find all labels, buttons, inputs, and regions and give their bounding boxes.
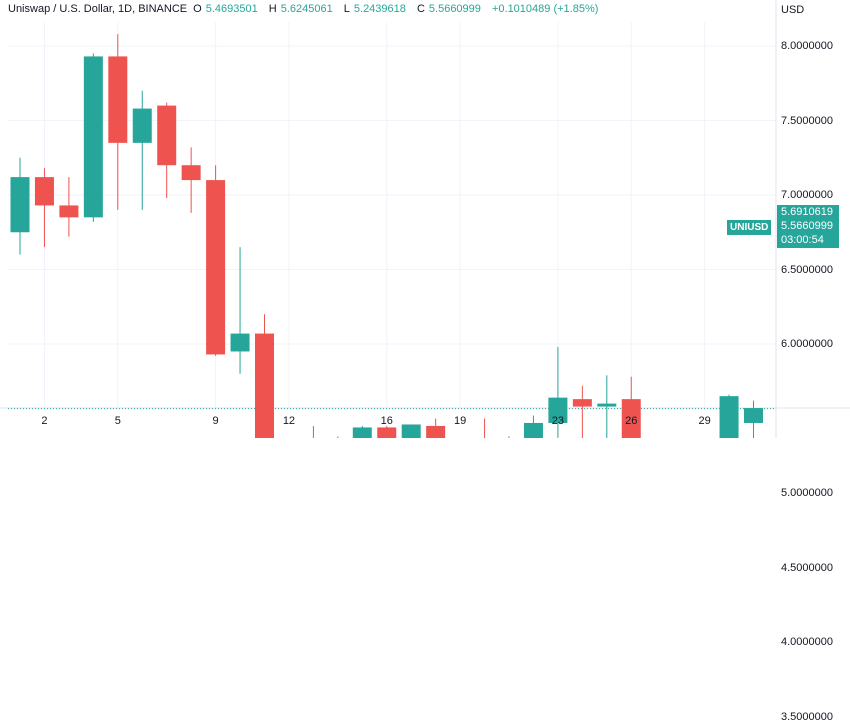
last-price: 5.5660999 (781, 220, 833, 232)
y-tick-label: 6.0000000 (781, 338, 833, 350)
change-value: +0.1010489 (+1.85%) (491, 3, 599, 15)
candle-body (83, 56, 103, 218)
candle-body (34, 177, 54, 206)
y-tick-label: 4.5000000 (781, 561, 833, 574)
candlestick-chart[interactable] (0, 0, 850, 438)
y-tick-label: 7.5000000 (781, 114, 833, 127)
y-tick-label: 6.5000000 (781, 263, 833, 276)
candle-body (59, 205, 79, 218)
x-tick-label: 12 (282, 415, 296, 427)
last-price-tag: 5.6910619 5.5660999 03:00:54 (777, 205, 839, 248)
x-tick-label: 2 (41, 415, 48, 427)
candle-body (255, 333, 274, 438)
bar-countdown: 03:00:54 (781, 234, 824, 246)
y-tick-label: 5.0000000 (781, 487, 833, 499)
ohlc-values: O 5.4693501 H 5.6245061 L 5.2439618 C 5.5660… (193, 3, 599, 15)
y-tick-label: 8.0000000 (781, 40, 833, 52)
candle-body (377, 427, 397, 438)
currency-label: USD (781, 4, 805, 16)
y-tick-label: 3.5000000 (781, 710, 833, 723)
candle-body (426, 425, 446, 438)
candle-body (597, 403, 617, 407)
low-value: 5.2439618 (353, 3, 406, 15)
candle-body (744, 408, 763, 423)
high-value: 5.6245061 (280, 3, 333, 15)
candle-body (572, 399, 592, 407)
candle-body (206, 180, 226, 355)
candle-body (401, 424, 421, 438)
open-value: 5.4693501 (205, 3, 258, 15)
candle-body (181, 165, 201, 181)
close-value: 5.5660999 (428, 3, 481, 15)
candle-body (157, 105, 177, 166)
candle-body (352, 427, 372, 438)
x-tick-label: 23 (551, 415, 565, 427)
candle-body (548, 397, 568, 423)
x-tick-label: 16 (380, 415, 393, 427)
y-tick-label: 4.0000000 (781, 636, 833, 648)
x-tick-label: 19 (453, 415, 467, 427)
candle-body (523, 422, 543, 438)
candle-body (10, 177, 30, 233)
chart-header: Uniswap / U.S. Dollar, 1D, BINANCE O 5.46… (8, 3, 602, 15)
x-tick-label: 29 (698, 415, 711, 427)
candle-body (230, 333, 250, 352)
candle-body (108, 56, 128, 143)
x-tick-label: 5 (114, 415, 121, 427)
y-tick-label: 7.0000000 (781, 189, 833, 201)
chart-title: Uniswap / U.S. Dollar, 1D, BINANCE (8, 3, 188, 15)
high-line-price: 5.6910619 (781, 206, 833, 218)
candle-body (132, 108, 152, 143)
candle-body (719, 396, 739, 438)
candle-body (621, 399, 641, 438)
symbol-tag: UNIUSD (727, 220, 772, 235)
x-tick-label: 9 (212, 415, 219, 427)
x-tick-label: 26 (625, 415, 638, 427)
